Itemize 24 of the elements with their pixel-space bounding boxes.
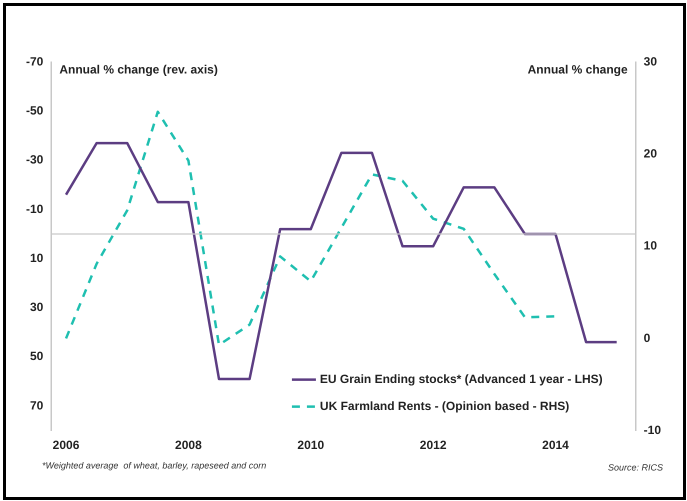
- legend-label: EU Grain Ending stocks* (Advanced 1 year - LHS): [320, 372, 603, 386]
- x-tick-label: 2006: [52, 438, 80, 452]
- y-tick-label: 10: [30, 250, 44, 265]
- legend-label: UK Farmland Rents - (Opinion based - RHS): [320, 398, 570, 413]
- x-tick-label: 2014: [542, 438, 570, 452]
- source-note: Source: RICS: [608, 462, 663, 472]
- y-tick-label: -30: [26, 152, 44, 167]
- y2-tick-label: 20: [644, 146, 658, 160]
- y-axis-title: Annual % change (rev. axis): [59, 62, 218, 76]
- y2-axis-title: Annual % change: [528, 62, 628, 76]
- y-tick-label: -50: [26, 103, 44, 118]
- y-tick-label: 50: [30, 349, 44, 364]
- y2-tick-label: 10: [644, 238, 658, 253]
- y2-tick-label: -10: [644, 422, 662, 437]
- text: *Weighted average of wheat, barley, rapeseed and corn: [42, 460, 266, 470]
- y2-tick-label: 30: [644, 54, 658, 68]
- y-tick-label: -10: [26, 202, 44, 216]
- x-tick-label: 2010: [297, 438, 324, 452]
- y-tick-label: -70: [26, 54, 44, 68]
- x-tick-label: 2012: [420, 438, 447, 452]
- x-tick-label: 2008: [175, 438, 202, 452]
- y2-tick-label: 0: [644, 330, 651, 345]
- y-tick-label: 70: [30, 398, 44, 412]
- y-tick-label: 30: [30, 300, 44, 314]
